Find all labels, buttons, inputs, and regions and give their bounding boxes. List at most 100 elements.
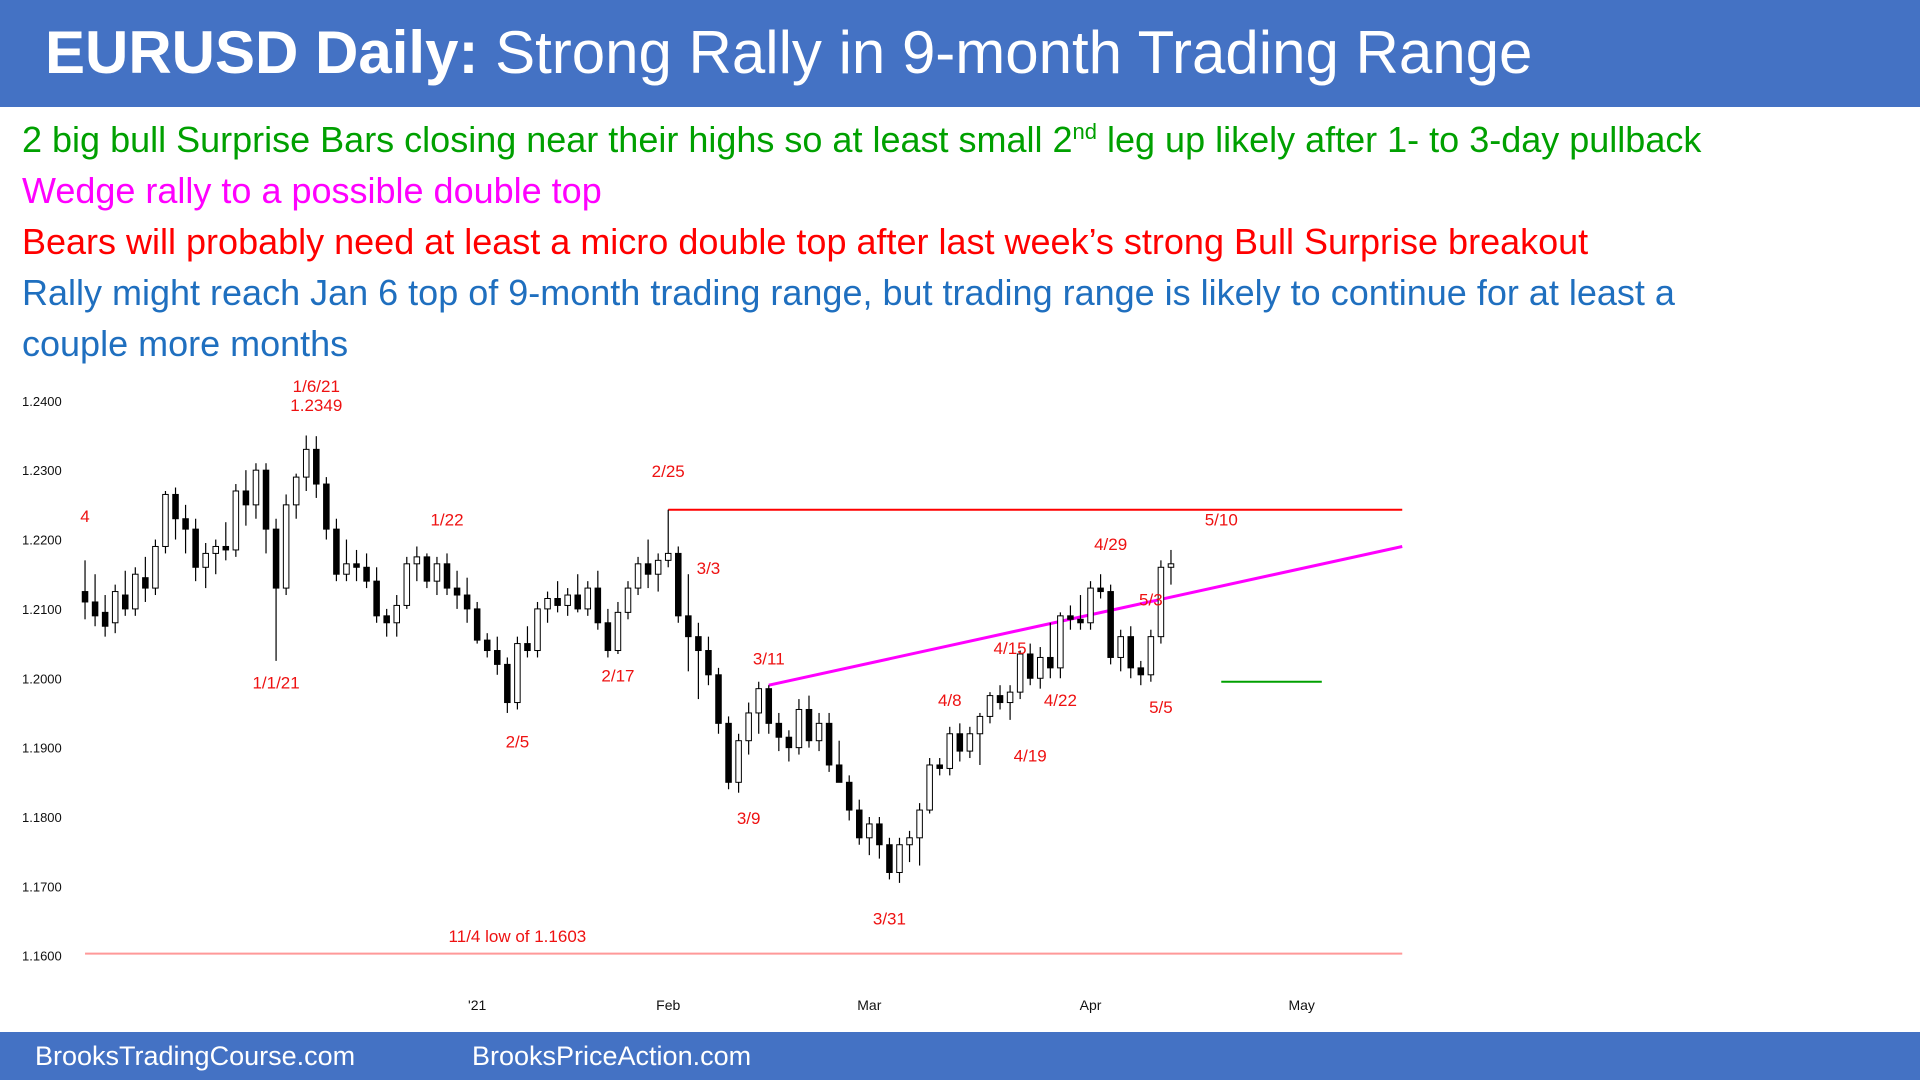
candle <box>886 837 893 880</box>
candle <box>1036 647 1044 689</box>
y-axis: 1.1600 1.1700 1.1800 1.1900 1.2000 1.2100 1.22… <box>22 394 62 964</box>
footer-bar: BrooksTradingCourse.com BrooksPriceActio… <box>0 1032 1920 1080</box>
annotation-label: 11/4 low of 1.1603 <box>449 927 587 946</box>
candle <box>1026 643 1034 686</box>
title-rest: Strong Rally in 9-month Trading Range <box>478 19 1533 86</box>
candle <box>1167 549 1175 585</box>
candle <box>644 539 652 589</box>
note-1-pre: 2 big bull Surprise Bars closing near th… <box>22 119 1073 160</box>
candle <box>594 570 602 630</box>
y-tick-label: 1.1700 <box>22 879 62 894</box>
candle <box>856 799 863 845</box>
candle <box>705 636 712 686</box>
annotation-label: 3/3 <box>697 559 721 578</box>
candle <box>343 539 350 582</box>
candle <box>91 574 99 627</box>
candle <box>835 740 843 783</box>
candle <box>373 567 380 623</box>
candle <box>121 570 129 616</box>
candle <box>252 463 260 519</box>
candle <box>524 626 531 658</box>
candle <box>514 636 521 710</box>
candle <box>232 484 240 557</box>
annotation-label: 4 <box>80 507 89 526</box>
candle <box>1147 629 1155 682</box>
candle <box>956 723 964 762</box>
candle <box>825 712 833 772</box>
candle <box>946 726 954 776</box>
candle <box>725 716 732 790</box>
candle <box>504 657 511 713</box>
candle <box>574 574 581 613</box>
candle <box>775 712 783 752</box>
x-tick-label: Feb <box>656 997 680 1013</box>
candle <box>1057 612 1064 679</box>
candle <box>483 633 491 658</box>
candle <box>624 581 632 620</box>
footer-link-price-action[interactable]: BrooksPriceAction.com <box>472 1041 752 1071</box>
candle <box>463 577 471 623</box>
candle <box>443 553 451 596</box>
candle <box>272 518 280 661</box>
note-line-blue-2: couple more months <box>22 323 349 364</box>
candle <box>664 509 672 568</box>
annotation-label: 4/22 <box>1044 691 1077 710</box>
candle <box>202 543 209 589</box>
annotation-label: 2/25 <box>652 462 685 481</box>
y-tick-label: 1.2100 <box>22 602 62 617</box>
annotation-label: 1/22 <box>430 511 463 530</box>
candle <box>866 816 873 856</box>
candle <box>423 553 431 589</box>
y-tick-label: 1.1900 <box>22 741 62 756</box>
candle <box>876 816 883 859</box>
candle <box>393 595 400 637</box>
candle <box>383 608 390 637</box>
candle <box>413 546 421 582</box>
y-tick-label: 1.2400 <box>22 394 62 409</box>
candle <box>966 726 974 759</box>
x-tick-label: Mar <box>857 997 881 1013</box>
annotation-label: 1/6/21 <box>293 380 340 396</box>
annotation-label: 3/9 <box>737 809 761 828</box>
candle <box>212 539 220 575</box>
candle <box>182 504 189 554</box>
candle <box>302 435 310 491</box>
candle <box>785 730 793 762</box>
candle <box>986 692 994 724</box>
candle <box>805 695 813 748</box>
candle <box>554 581 561 613</box>
candle <box>916 803 923 866</box>
candle <box>634 556 642 596</box>
candle <box>534 601 541 658</box>
annotation-label: 1/1/21 <box>252 674 299 693</box>
annotation-label: 3/11 <box>753 649 785 668</box>
annotations: 4 1/6/211.2349 1/1/21 1/22 2/5 2/17 2/25 3/3 3/1… <box>80 380 1238 946</box>
x-axis: '21 Feb Mar Apr May <box>468 997 1315 1013</box>
candle <box>755 681 762 734</box>
candle <box>795 699 803 755</box>
candle <box>473 601 481 644</box>
candle <box>1107 584 1114 665</box>
candle <box>453 570 461 609</box>
note-1-post: leg up likely after 1- to 3-day pullback <box>1097 119 1702 160</box>
candle <box>996 685 1004 710</box>
chart-line-wedge-line <box>768 545 1403 687</box>
annotation-label: 4/8 <box>938 691 962 710</box>
y-tick-label: 1.2200 <box>22 533 62 548</box>
candle <box>172 487 179 540</box>
candle <box>745 702 752 755</box>
candle <box>81 560 89 620</box>
annotation-label: 2/17 <box>601 667 634 686</box>
candle <box>132 567 139 616</box>
candle <box>1157 560 1165 644</box>
candle <box>111 584 119 634</box>
y-tick-label: 1.1600 <box>22 949 62 964</box>
candle <box>1097 574 1104 599</box>
annotation-label: 5/10 <box>1205 511 1238 530</box>
candle <box>1087 581 1094 630</box>
candle <box>936 758 943 776</box>
footer-link-trading-course[interactable]: BrooksTradingCourse.com <box>35 1041 356 1071</box>
candle <box>604 608 612 658</box>
candle <box>192 518 199 582</box>
chart-lines <box>85 508 1403 955</box>
